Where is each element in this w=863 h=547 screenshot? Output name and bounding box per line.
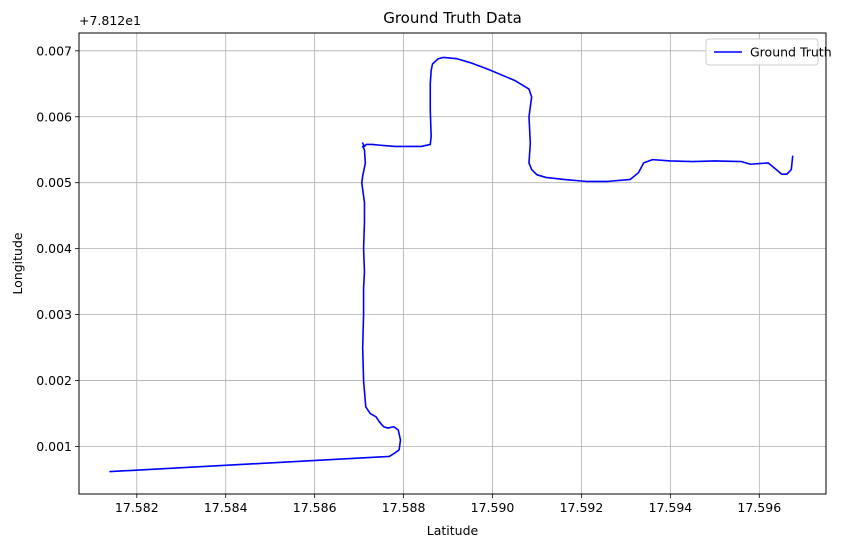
x-tick-label: 17.590 [471, 500, 515, 515]
x-tick-label: 17.596 [737, 500, 781, 515]
grid [79, 33, 826, 494]
legend-frame [705, 38, 819, 66]
x-tick-label: 17.586 [293, 500, 337, 515]
chart-title: Ground Truth Data [383, 9, 522, 27]
y-tick-label: 0.001 [36, 439, 72, 454]
x-tick-label: 17.584 [204, 500, 248, 515]
x-tick-label: 17.592 [560, 500, 604, 515]
y-tick-label: 0.003 [36, 307, 72, 322]
y-tick-label: 0.002 [36, 373, 72, 388]
legend-label: Ground Truth [750, 45, 832, 60]
x-axis-label: Latitude [427, 523, 479, 538]
x-tick-label: 17.594 [649, 500, 693, 515]
y-tick-label: 0.007 [36, 43, 72, 58]
x-tick-label: 17.582 [115, 500, 159, 515]
ticks: 17.582 17.584 17.586 17.588 17.590 17.592 17.5… [36, 43, 781, 515]
y-tick-label: 0.006 [36, 109, 72, 124]
y-axis-offset-text: +7.812e1 [79, 13, 141, 28]
y-axis-label: Longitude [10, 232, 25, 294]
x-tick-label: 17.588 [382, 500, 426, 515]
legend: Ground Truth [705, 38, 832, 66]
y-tick-label: 0.005 [36, 175, 72, 190]
series-layer [109, 56, 794, 473]
plot-frame [78, 32, 827, 495]
y-tick-label: 0.004 [36, 241, 72, 256]
series-line-0 [109, 56, 794, 473]
